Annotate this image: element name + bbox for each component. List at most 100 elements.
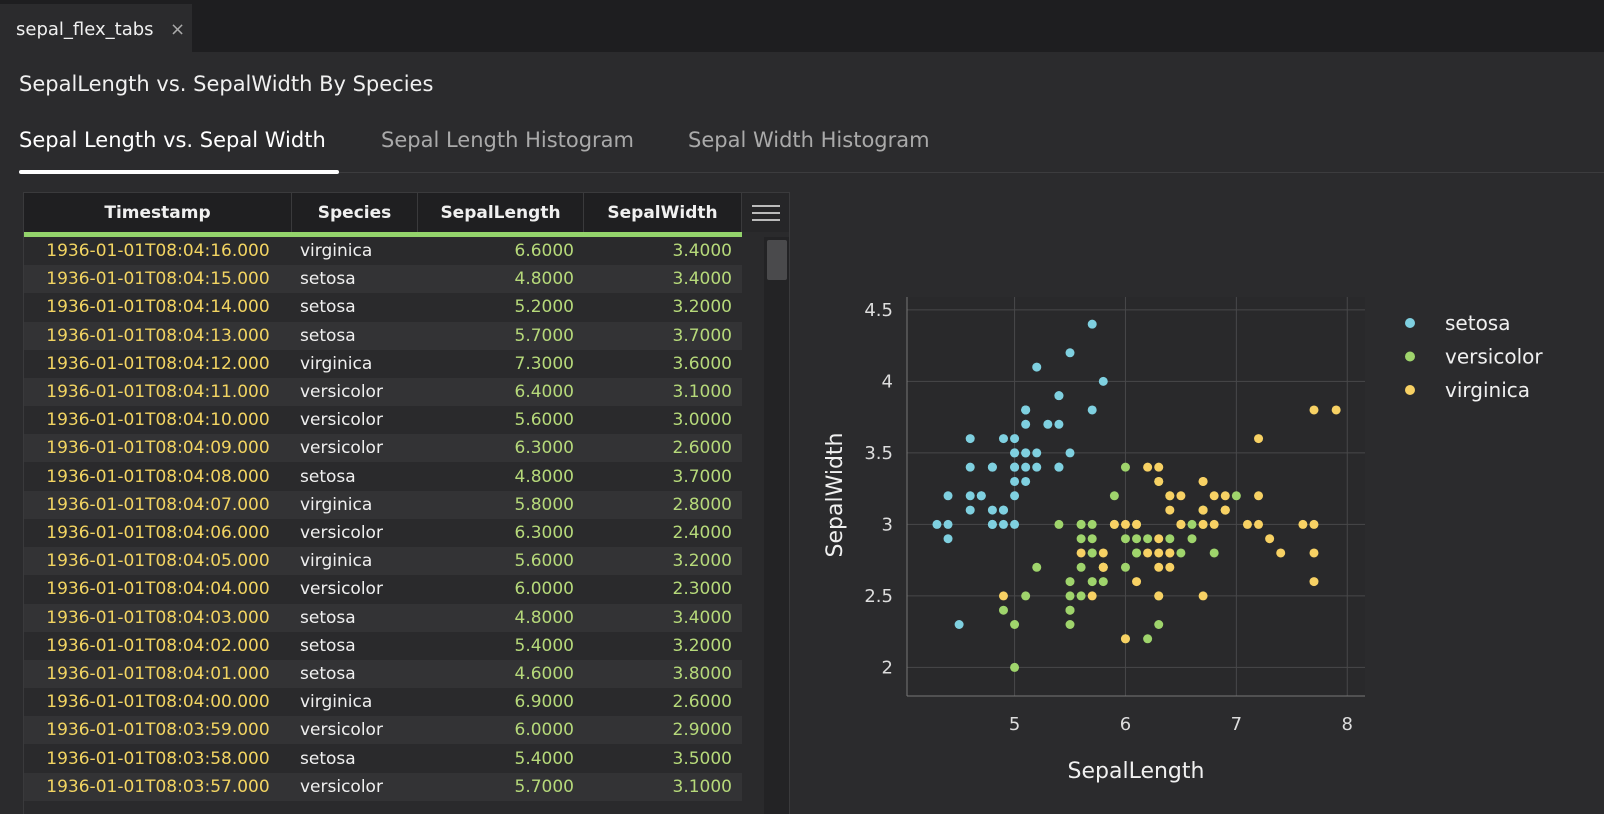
point [1120,562,1130,572]
panel-tab-label: sepal_flex_tabs [16,19,154,40]
point [1309,405,1319,415]
point [1331,405,1341,415]
table-cell: 1936-01-01T08:04:14.000 [46,297,270,318]
point [1076,519,1086,529]
point [998,434,1008,444]
active-tab-indicator [19,170,339,174]
point [1132,548,1142,558]
point [1209,548,1219,558]
point [965,491,975,501]
view-tab[interactable]: Sepal Length vs. Sepal Width [19,128,326,152]
panel-tab[interactable]: sepal_flex_tabs × [0,4,192,54]
point [943,519,953,529]
point [1209,519,1219,529]
table-cell: 1936-01-01T08:04:09.000 [46,438,270,459]
point [1154,562,1164,572]
table-cell: 2.4000 [672,523,732,543]
view-tab[interactable]: Sepal Width Histogram [688,128,930,152]
point [998,591,1008,601]
point [1087,591,1097,601]
point [1254,491,1264,501]
plot-area [907,297,1365,696]
table-cell: 3.7000 [672,325,732,346]
table-cell: 4.8000 [514,466,574,487]
point [1032,362,1042,372]
table-cell: 2.6000 [672,692,732,713]
x-tick-label: 5 [1009,714,1020,735]
column-header: Timestamp [24,193,292,232]
table-cell: 6.0000 [514,579,574,600]
point [1265,534,1275,544]
legend-label: virginica [1445,378,1530,402]
point [1010,476,1020,486]
scatter-chart: SepalLength SepalWidth 5 6 7 8 2 2.5 3 3.5 4 4.5 s… [823,297,1543,784]
header-bar [24,232,742,237]
table-row [24,237,742,265]
point [1065,448,1075,458]
point [987,462,997,472]
point [1231,491,1241,501]
table-cell: 3.2000 [672,297,732,318]
point [1087,405,1097,415]
table-cell: 3.2000 [672,635,732,656]
point [1176,519,1186,529]
table-cell: virginica [300,353,373,374]
table-cell: versicolor [300,410,383,431]
point [1065,348,1075,358]
x-tick-label: 6 [1120,714,1131,735]
point [1220,491,1230,501]
legend-label: versicolor [1445,345,1543,369]
y-tick-label: 2.5 [864,586,893,607]
table-cell: virginica [300,692,373,713]
point [976,491,986,501]
table-row [24,547,742,576]
point [1176,548,1186,558]
table-cell: 3.4000 [672,269,732,290]
table-cell: 1936-01-01T08:04:12.000 [46,353,270,374]
point [1054,462,1064,472]
table-cell: 6.3000 [514,523,574,543]
column-header: SepalLength [418,193,584,232]
table-cell: 1936-01-01T08:04:06.000 [46,523,270,543]
table-cell: 6.0000 [514,720,574,741]
point [943,534,953,544]
table-cell: virginica [300,551,373,572]
point [998,605,1008,615]
point [1198,505,1208,515]
table-cell: 2.8000 [672,494,732,515]
table-cell: setosa [300,635,356,656]
point [1120,462,1130,472]
point [1109,519,1119,529]
table-cell: versicolor [300,438,383,459]
table-cell: virginica [300,241,373,261]
point [1054,419,1064,429]
view-tab[interactable]: Sepal Length Histogram [381,128,635,152]
table-row [24,378,742,406]
point [1087,534,1097,544]
point [1021,448,1031,458]
table-cell: virginica [300,494,373,515]
point [1010,448,1020,458]
table-cell: setosa [300,466,356,487]
point [1032,562,1042,572]
table-menu[interactable] [742,193,789,232]
point [1021,591,1031,601]
point [1143,548,1153,558]
point [1010,462,1020,472]
scroll-thumb[interactable] [767,240,787,280]
scrollbar[interactable] [764,237,789,814]
point [1209,491,1219,501]
point [1187,534,1197,544]
point [1010,434,1020,444]
table-row [24,265,742,294]
close-icon[interactable]: × [170,19,186,40]
point [1187,519,1197,529]
table-row [24,744,742,773]
point [932,519,942,529]
point [1298,519,1308,529]
point [1120,519,1130,529]
table-cell: 2.3000 [672,579,732,600]
table-row [24,434,742,463]
point [1098,548,1108,558]
